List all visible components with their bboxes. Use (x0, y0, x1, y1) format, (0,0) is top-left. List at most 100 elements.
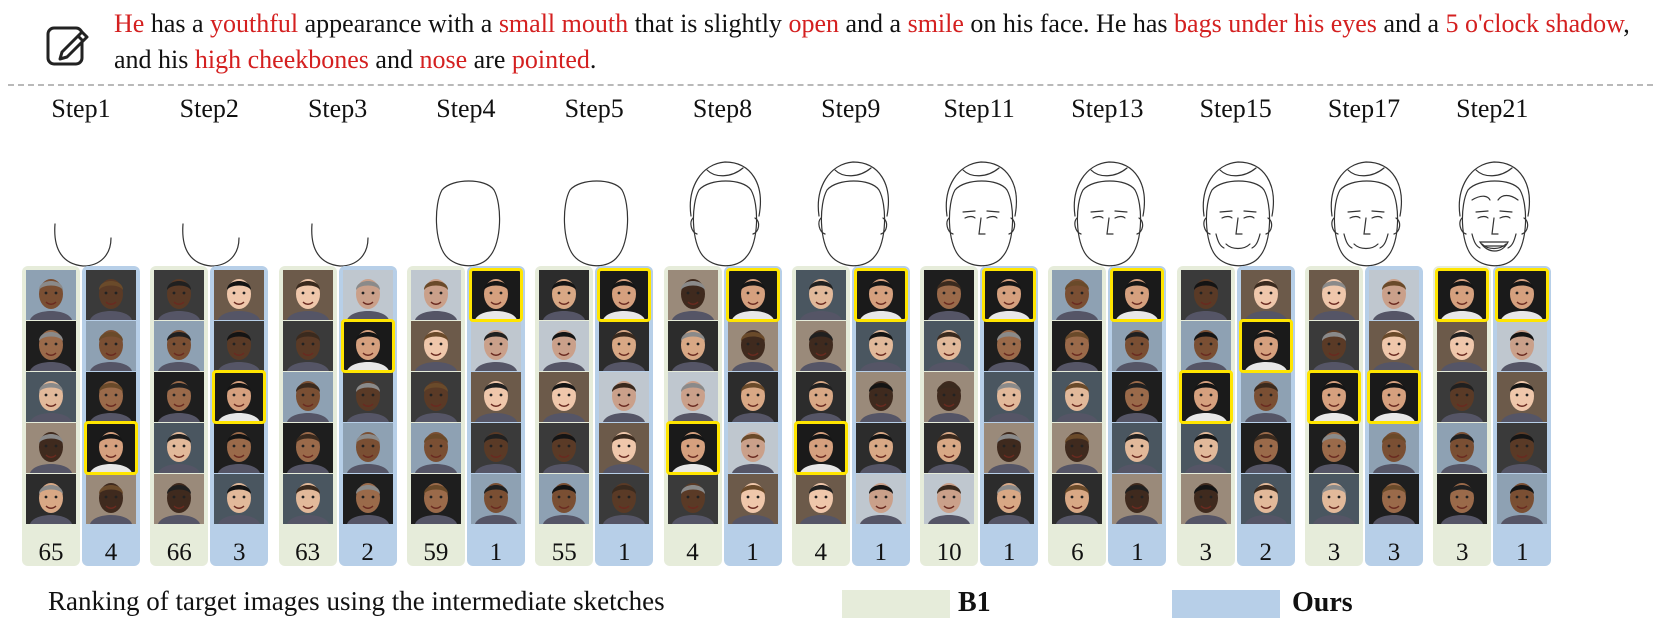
face-thumbnail (470, 372, 521, 422)
rank-value-ours: 1 (746, 539, 759, 566)
rank-value-ours: 1 (1516, 539, 1529, 566)
ranking-panel-b1: 3 (1176, 266, 1235, 566)
face-thumbnail (214, 321, 265, 371)
legend-label-ours: Ours (1292, 587, 1353, 618)
target-face-thumbnail (468, 268, 523, 322)
rank-value-b1: 3 (1456, 539, 1469, 566)
face-thumbnail (342, 474, 393, 524)
face-thumbnail (1437, 423, 1488, 473)
face-thumbnail (539, 372, 590, 422)
intermediate-sketch (1057, 138, 1157, 338)
intermediate-sketch (544, 138, 644, 338)
rank-value-ours: 2 (1259, 539, 1272, 566)
face-thumbnail (727, 423, 778, 473)
ranking-panel-b1: 66 (150, 266, 209, 566)
step-label: Step17 (1327, 94, 1401, 123)
face-thumbnail (154, 474, 205, 524)
face-thumbnail (599, 372, 650, 422)
ranking-panel-b1: 10 (920, 266, 979, 566)
caption-text: He has a youthful appearance with a smal… (114, 6, 1644, 78)
step-column: Step2 66 3 (146, 90, 272, 570)
target-face-thumbnail (340, 319, 395, 373)
face-thumbnail (86, 372, 136, 422)
face-thumbnail (154, 270, 205, 320)
face-thumbnail (924, 321, 975, 371)
ranking-panel-b1: 6 (1048, 266, 1107, 566)
rank-value-b1: 59 (423, 539, 449, 566)
dashed-divider (8, 84, 1653, 86)
sketch-drawing (54, 223, 112, 267)
face-thumbnail (539, 474, 590, 524)
ranking-panel-ours: 2 (1236, 266, 1295, 566)
step-column: Step4 59 1 (403, 90, 529, 570)
ranking-panel-ours: 1 (466, 266, 525, 566)
target-face-thumbnail (1178, 370, 1233, 424)
face-thumbnail (1369, 270, 1419, 320)
face-thumbnail (282, 372, 333, 422)
face-thumbnail (1309, 270, 1359, 320)
face-thumbnail (1180, 474, 1231, 524)
rank-value-ours: 1 (1002, 539, 1016, 566)
face-thumbnail (924, 372, 975, 422)
ranking-panel-ours: 3 (210, 266, 269, 566)
ranking-panel-ours: 2 (338, 266, 397, 566)
face-thumbnail (1437, 321, 1488, 371)
face-thumbnail (154, 372, 205, 422)
ranking-panel-ours: 3 (1365, 266, 1423, 566)
face-thumbnail (1180, 423, 1231, 473)
highlighted-phrase: open (788, 9, 839, 38)
intermediate-sketch (416, 138, 516, 338)
step-label: Step15 (1199, 94, 1272, 123)
ranking-panel-b1: 4 (791, 266, 850, 566)
ranking-panel-b1: 3 (1305, 266, 1363, 566)
face-thumbnail (795, 270, 846, 320)
step-column: Step21 3 1 (1429, 90, 1555, 570)
legend-swatch-b1 (842, 590, 950, 618)
face-thumbnail (154, 423, 205, 473)
step-label: Step13 (1071, 94, 1144, 123)
face-thumbnail (1240, 270, 1291, 320)
caption-phrase: are (467, 45, 512, 74)
face-thumbnail (1240, 372, 1291, 422)
caption-phrase: has a (144, 9, 211, 38)
step-column: Step1 65 4 (18, 90, 144, 570)
ranking-panel-ours: 1 (1108, 266, 1167, 566)
face-thumbnail (410, 474, 461, 524)
face-thumbnail (282, 474, 333, 524)
face-thumbnail (984, 321, 1035, 371)
caption-phrase: , and his (114, 9, 1630, 74)
sketch-drawing (1459, 161, 1531, 267)
highlighted-phrase: youthful (210, 9, 299, 38)
legend-swatch-ours (1172, 590, 1280, 618)
face-thumbnail (1240, 474, 1291, 524)
ranking-panel-ours: 1 (980, 266, 1039, 566)
face-thumbnail (342, 372, 393, 422)
sketch-drawing (945, 161, 1017, 267)
face-thumbnail (1180, 321, 1231, 371)
step-label: Step5 (564, 94, 624, 123)
face-thumbnail (26, 270, 76, 320)
step-column: Step5 55 1 (531, 90, 657, 570)
face-thumbnail (1052, 423, 1103, 473)
highlighted-phrase: 5 o'clock shadow (1445, 9, 1624, 38)
caption-phrase: that is slightly (628, 9, 789, 38)
target-face-thumbnail (1435, 268, 1490, 322)
face-thumbnail (539, 321, 590, 371)
target-face-thumbnail (853, 268, 908, 322)
face-thumbnail (795, 372, 846, 422)
face-thumbnail (1437, 372, 1488, 422)
highlighted-phrase: nose (419, 45, 468, 74)
target-face-thumbnail (84, 421, 138, 475)
highlighted-phrase: bags under his eyes (1174, 9, 1377, 38)
face-thumbnail (795, 474, 846, 524)
target-face-thumbnail (725, 268, 780, 322)
caption-phrase: on his face. He has (963, 9, 1175, 38)
face-thumbnail (26, 423, 76, 473)
highlighted-phrase: high cheekbones (194, 45, 369, 74)
face-thumbnail (855, 423, 906, 473)
face-thumbnail (1309, 321, 1359, 371)
face-thumbnail (26, 321, 76, 371)
intermediate-sketch (1186, 138, 1286, 338)
target-face-thumbnail (212, 370, 267, 424)
rank-value-ours: 4 (104, 539, 118, 566)
